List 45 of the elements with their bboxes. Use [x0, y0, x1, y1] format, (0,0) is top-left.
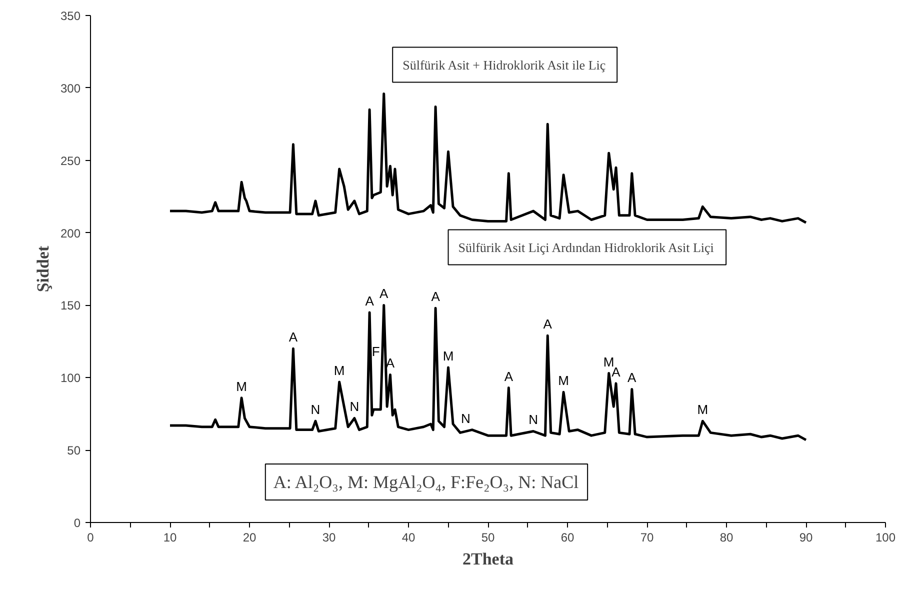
y-tick-label: 250	[60, 154, 81, 168]
annotation: N	[461, 410, 470, 426]
annotation: M	[603, 354, 614, 370]
y-axis-title: Şiddet	[33, 246, 52, 292]
x-tick-label: 50	[481, 530, 495, 544]
line-series	[168, 304, 808, 442]
annotation: A	[543, 316, 552, 332]
annotation: N	[528, 412, 538, 428]
text: Sülfürik Asit Liçi Ardından Hidroklorik Asit Liçi	[458, 240, 714, 255]
annotation: A	[504, 368, 514, 384]
annotation: M	[334, 362, 345, 378]
annotation: A	[431, 289, 440, 304]
annotation: M	[236, 378, 247, 394]
x-tick-label: 80	[720, 530, 734, 544]
x-tick-label: 100	[875, 530, 896, 544]
annotation: N	[350, 399, 360, 414]
annotation: N	[310, 402, 320, 418]
y-tick-label: 150	[60, 298, 81, 313]
annotation: F	[372, 344, 380, 360]
annotation: M	[442, 348, 454, 364]
y-tick-label: 300	[60, 81, 81, 96]
annotation: A	[380, 286, 389, 302]
x-tick-label: 20	[242, 530, 256, 544]
x-axis-title: 2Theta	[462, 550, 514, 568]
annotation: M	[697, 402, 708, 418]
annotation: A	[365, 293, 374, 308]
line-series	[168, 92, 808, 224]
y-tick-label: 100	[60, 371, 81, 386]
x-tick-label: 30	[322, 530, 336, 544]
annotation: A: Al₂O₃, M: MgAl₂O₄, F:Fe₂O₃, N: NaCl	[273, 472, 579, 492]
text: Sülfürik Asit + Hidroklorik Asit ile Liç	[402, 57, 606, 72]
y-tick-label: 0	[74, 516, 81, 530]
x-tick-label: 90	[799, 530, 813, 544]
x-tick-label: 40	[402, 530, 416, 544]
y-tick-label: 350	[60, 9, 81, 23]
annotation: M	[558, 373, 569, 388]
y-tick-label: 50	[67, 444, 81, 458]
y-tick-label: 200	[60, 226, 81, 240]
annotation: A	[612, 364, 621, 380]
x-tick-label: 60	[560, 530, 574, 544]
annotation: A	[288, 330, 298, 345]
annotation: A	[628, 370, 637, 386]
x-tick-label: 10	[163, 530, 177, 544]
x-tick-label: 0	[87, 530, 94, 544]
x-tick-label: 70	[640, 530, 654, 544]
